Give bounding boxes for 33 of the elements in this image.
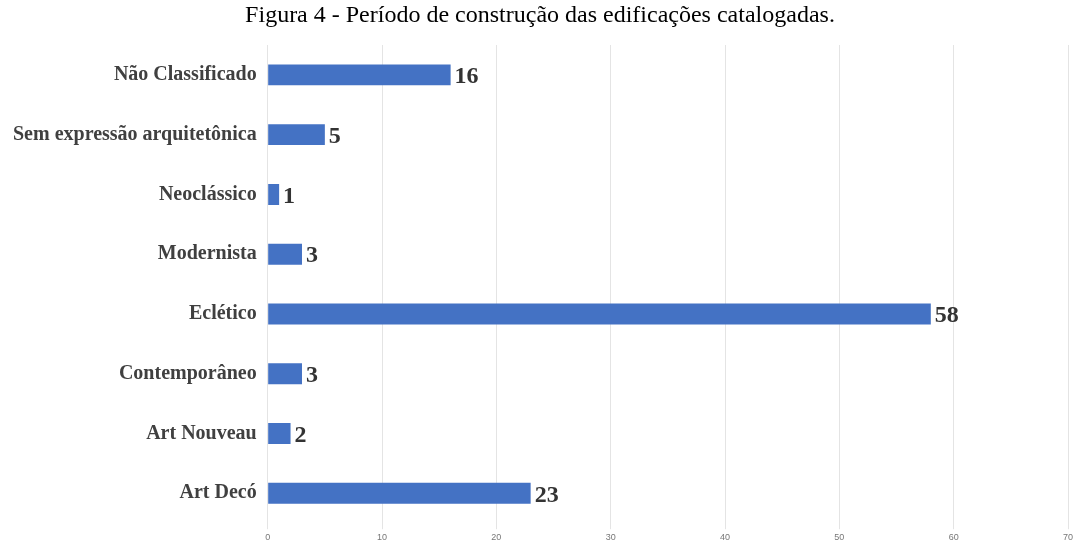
chart-title: Figura 4 - Período de construção das edificações catalogadas.	[244, 0, 836, 29]
y-tick-label: Neoclássico	[158, 181, 257, 204]
y-tick-label: Eclético	[188, 301, 257, 324]
bar	[268, 183, 280, 205]
data-label: 3	[305, 360, 318, 387]
y-tick-label: Art Decó	[179, 480, 257, 503]
y-tick-label: Modernista	[157, 241, 257, 264]
bar	[268, 303, 931, 325]
y-tick-label: Não Classificado	[113, 62, 257, 85]
x-tick-label: 30	[605, 532, 616, 543]
bar	[268, 243, 302, 265]
data-label: 3	[305, 241, 318, 268]
data-label: 5	[328, 121, 341, 148]
data-label: 2	[294, 420, 307, 447]
bar	[268, 482, 531, 504]
y-tick-label: Contemporâneo	[118, 360, 257, 384]
x-tick-label: 40	[720, 532, 731, 543]
bar	[268, 423, 291, 444]
x-tick-label: 0	[265, 532, 271, 543]
data-label: 1	[283, 181, 296, 208]
data-label: 23	[534, 480, 559, 507]
data-label: 58	[934, 301, 959, 328]
y-tick-label: Art Nouveau	[146, 420, 257, 443]
x-tick-label: 50	[834, 532, 845, 543]
bar	[268, 363, 302, 385]
bar	[268, 64, 451, 86]
x-tick-label: 70	[1062, 532, 1074, 543]
x-tick-label: 60	[948, 532, 959, 543]
y-tick-label: Sem expressão arquitetônica	[12, 121, 257, 145]
x-tick-label: 10	[377, 532, 388, 543]
x-tick-label: 20	[491, 532, 502, 543]
data-label: 16	[454, 62, 479, 89]
bar	[268, 124, 325, 146]
